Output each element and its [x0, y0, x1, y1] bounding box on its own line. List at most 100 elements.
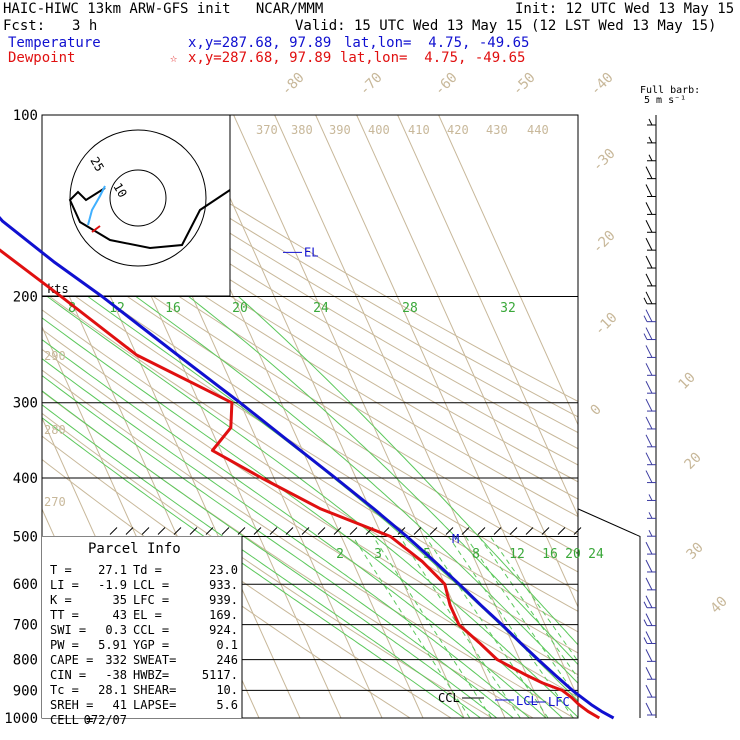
isotherm-label: 40	[708, 594, 731, 617]
mixing-ratio-label: 3	[374, 547, 382, 562]
wind-barb	[643, 595, 656, 609]
parcel-info-value: 43	[113, 608, 127, 622]
hatch-tick	[573, 527, 582, 535]
wind-barb-flag	[645, 434, 653, 448]
wind-barb-flag	[645, 416, 653, 430]
mixing-ratio-label: 20	[565, 547, 581, 562]
parcel-info-value: 939.	[209, 593, 238, 607]
wind-barb-flag	[645, 327, 653, 340]
wind-barb-flag	[645, 559, 653, 573]
wind-barb-flag	[645, 345, 653, 358]
wind-barb	[643, 309, 656, 323]
isotherm-label: 30	[684, 540, 707, 563]
hatch-tick	[189, 527, 198, 535]
dry-adiabat-line	[42, 124, 578, 450]
dry-adiabat-line	[42, 369, 576, 718]
wind-barb	[645, 237, 656, 251]
hatch-tick	[413, 527, 422, 535]
dry-adiabat-label: 380	[291, 123, 313, 137]
wind-barb	[643, 631, 656, 644]
dry-adiabat-line	[42, 328, 578, 676]
hatch-tick	[557, 527, 566, 535]
parcel-info-key: LCL =	[133, 578, 169, 592]
temperature-legend-label: Temperature	[8, 35, 101, 51]
wind-barb	[645, 363, 656, 376]
wind-barb	[647, 154, 656, 162]
wind-barb-flag	[645, 398, 653, 412]
wind-barb-half	[643, 601, 648, 608]
hodograph-trace-upper	[87, 185, 106, 226]
moist-adiabat-label: 16	[165, 301, 181, 316]
isotherm-line	[438, 115, 578, 426]
parcel-info-key: CAPE =	[50, 653, 93, 667]
hatch-tick	[173, 527, 182, 535]
parcel-info-title: Parcel Info	[88, 541, 181, 557]
parcel-info-bg	[42, 536, 242, 718]
dry-adiabat-label: 410	[408, 123, 430, 137]
parcel-info-value: 41	[113, 698, 127, 712]
wind-barb-half	[643, 619, 648, 626]
wind-barb	[643, 613, 656, 627]
dry-adiabat-line	[42, 348, 578, 698]
hatch-tick	[269, 527, 278, 535]
dry-adiabat-label: 420	[447, 123, 469, 137]
ccl-label: CCL	[438, 691, 460, 705]
hatch-tick	[509, 527, 518, 535]
chart-title: HAIC-HIWC 13km ARW-GFS init NCAR/MMM	[3, 1, 324, 17]
isotherm-label: 10	[676, 370, 699, 393]
wind-barb	[645, 398, 656, 412]
pressure-label: 300	[13, 396, 38, 412]
pressure-label: 200	[13, 290, 38, 306]
pressure-label: 600	[13, 577, 38, 593]
parcel-info-value: 23.0	[209, 563, 238, 577]
parcel-info-key: TT =	[50, 608, 79, 622]
wind-barb	[643, 291, 656, 305]
mixing-ratio-label: 16	[542, 547, 558, 562]
hatch-tick	[125, 527, 134, 535]
dry-adiabat-line	[42, 154, 578, 483]
hodograph-trace-sfc	[91, 225, 101, 233]
moist-adiabat-label: 28	[402, 301, 418, 316]
parcel-info-key: CELL =	[50, 713, 93, 727]
dry-adiabat-label: 430	[486, 123, 508, 137]
parcel-info-key: HWBZ=	[133, 668, 169, 682]
hatch-tick	[221, 527, 230, 535]
hodograph-ring-label: 25	[87, 155, 106, 175]
dry-adiabat-line	[90, 115, 578, 403]
wind-barb	[645, 541, 656, 555]
dry-adiabat-line	[42, 236, 578, 573]
wind-barb-flag	[645, 649, 653, 662]
wind-barb	[647, 494, 656, 501]
wind-barb-flag	[645, 470, 653, 483]
hatch-tick	[109, 527, 118, 535]
parcel-info-value: 072/07	[84, 713, 127, 727]
forecast-value: 3 h	[72, 18, 98, 34]
parcel-info-key: SWEAT=	[133, 653, 176, 667]
dry-adiabat-line	[42, 202, 578, 536]
hatch-tick	[525, 527, 534, 535]
dry-adiabat-line	[42, 186, 578, 518]
dewpoint-legend-label: Dewpoint	[8, 50, 76, 66]
dry-adiabat-label: 280	[44, 423, 66, 437]
wind-barb-half	[648, 494, 653, 501]
dry-adiabat-label: 400	[368, 123, 390, 137]
moist-adiabat-label: 8	[68, 301, 76, 316]
isotherm-label: 0	[588, 402, 605, 419]
hatch-tick	[157, 527, 166, 535]
parcel-info-value: 27.1	[98, 563, 127, 577]
dewpoint-marker-icon: ☆	[170, 51, 178, 65]
mixing-ratio-line	[465, 536, 578, 700]
parcel-info-key: K =	[50, 593, 72, 607]
temperature-profile	[0, 215, 615, 720]
parcel-info-value: 246	[216, 653, 238, 667]
parcel-info-value: 35	[113, 593, 127, 607]
wind-barb-flag	[645, 220, 653, 233]
mixing-ratio-label: 2	[336, 547, 344, 562]
parcel-info-key: Tc =	[50, 683, 79, 697]
hodograph-units-label: kts	[47, 282, 69, 296]
hatch-tick	[285, 527, 294, 535]
parcel-info-value: 10.	[216, 683, 238, 697]
wind-barb-flag	[645, 577, 653, 591]
